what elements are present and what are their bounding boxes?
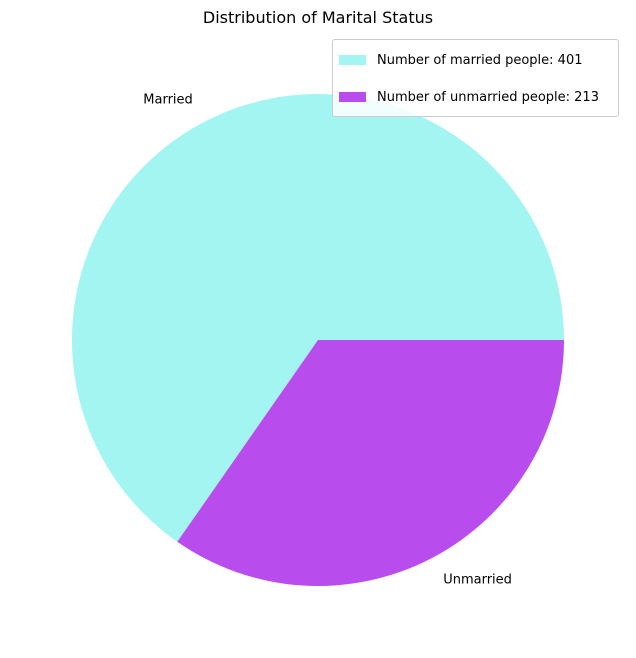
legend: Number of married people: 401 Number of … — [332, 39, 619, 117]
slice-label-unmarried: Unmarried — [443, 572, 512, 587]
legend-label-unmarried: Number of unmarried people: 213 — [377, 89, 599, 105]
legend-item-unmarried: Number of unmarried people: 213 — [339, 89, 599, 105]
pie-slice-married — [71, 93, 564, 542]
legend-item-married: Number of married people: 401 — [339, 52, 583, 68]
legend-swatch-unmarried — [339, 92, 366, 102]
pie-slice-unmarried — [177, 340, 565, 586]
legend-label-married: Number of married people: 401 — [377, 52, 583, 68]
legend-swatch-married — [339, 55, 366, 65]
slice-label-married: Married — [143, 93, 193, 108]
chart-title: Distribution of Marital Status — [202, 8, 434, 27]
